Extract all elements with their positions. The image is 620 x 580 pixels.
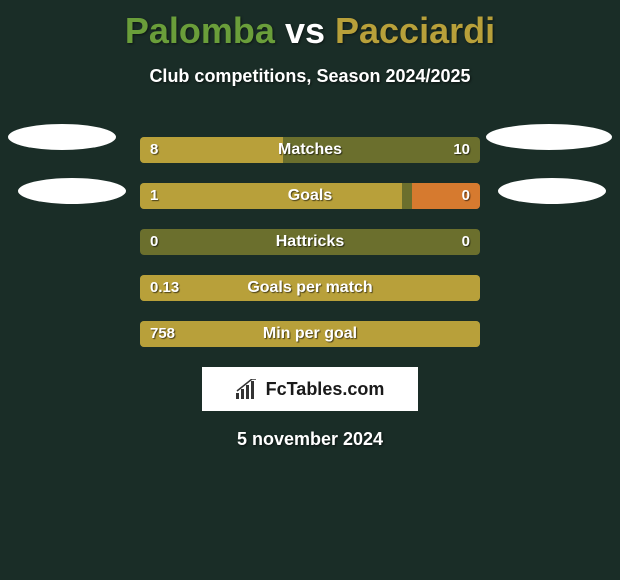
stat-value-left: 758 [150, 321, 175, 347]
stat-row: Goals per match0.13 [140, 275, 480, 301]
logo-text: FcTables.com [266, 379, 385, 400]
stat-label: Matches [140, 137, 480, 163]
stat-row: Hattricks0 0 [140, 229, 480, 255]
decor-ellipse-top-left [8, 124, 116, 150]
stat-row: Matches8 10 [140, 137, 480, 163]
stat-value-left: 1 [150, 183, 158, 209]
stat-value-right: 0 [462, 183, 470, 209]
player1-name: Palomba [125, 10, 275, 51]
player2-name: Pacciardi [335, 10, 495, 51]
comparison-title: Palomba vs Pacciardi [0, 0, 620, 52]
stat-value-left: 0 [150, 229, 158, 255]
vs-text: vs [285, 10, 325, 51]
decor-ellipse-mid-left [18, 178, 126, 204]
stat-row: Min per goal758 [140, 321, 480, 347]
stats-container: Matches810Goals10Hattricks00Goals per ma… [140, 137, 480, 347]
stat-value-left: 8 [150, 137, 158, 163]
logo-box: FcTables.com [202, 367, 418, 411]
stat-row: Goals1 0 [140, 183, 480, 209]
stat-label: Goals per match [140, 275, 480, 301]
decor-ellipse-mid-right [498, 178, 606, 204]
logo-chart-icon [236, 379, 260, 399]
date-text: 5 november 2024 [0, 429, 620, 450]
stat-label: Min per goal [140, 321, 480, 347]
stat-value-right: 10 [453, 137, 470, 163]
decor-ellipse-top-right [486, 124, 612, 150]
stat-value-left: 0.13 [150, 275, 179, 301]
stat-label: Hattricks [140, 229, 480, 255]
stat-label: Goals [140, 183, 480, 209]
stat-value-right: 0 [462, 229, 470, 255]
subtitle: Club competitions, Season 2024/2025 [0, 66, 620, 87]
